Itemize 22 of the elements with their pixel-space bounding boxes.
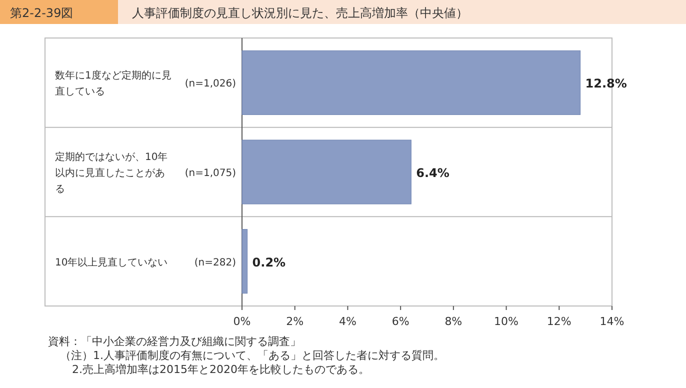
text: 第2-2-39図: [10, 6, 74, 20]
bar: [242, 140, 412, 204]
x-tick-label: 2%: [286, 315, 304, 328]
x-tick-label: 14%: [600, 315, 624, 328]
x-tick-label: 0%: [233, 315, 251, 328]
bar: [242, 50, 581, 115]
category-label: 数年に1度など定期的に見直している (n=1,026): [55, 70, 236, 98]
data-label: 0.2%: [252, 255, 286, 270]
data-label: 12.8%: [585, 76, 627, 91]
text: 2.売上高増加率は2015年と2020年を比較したものである。: [72, 363, 370, 376]
x-tick-label: 12%: [546, 315, 572, 328]
chart-title: 人事評価制度の見直し状況別に見た、売上高増加率（中央値）: [132, 6, 468, 20]
data-label: 6.4%: [416, 166, 450, 180]
x-tick-label: 10%: [494, 315, 519, 328]
text: （注）1.人事評価制度の有無について、「ある」と回答した者に対する質問。: [60, 349, 444, 362]
text: 資料：「中小企業の経営力及び組織に関する調査」: [48, 335, 301, 348]
bar: [242, 229, 248, 294]
x-tick-label: 8%: [444, 315, 462, 328]
category-label: 10年以上見直していない (n=282): [55, 257, 236, 268]
category-label: 定期的ではないが、10年以内に見直したことがある (n=1,075): [55, 152, 236, 195]
x-tick-label: 4%: [338, 315, 356, 328]
x-tick-label: 6%: [392, 315, 410, 328]
